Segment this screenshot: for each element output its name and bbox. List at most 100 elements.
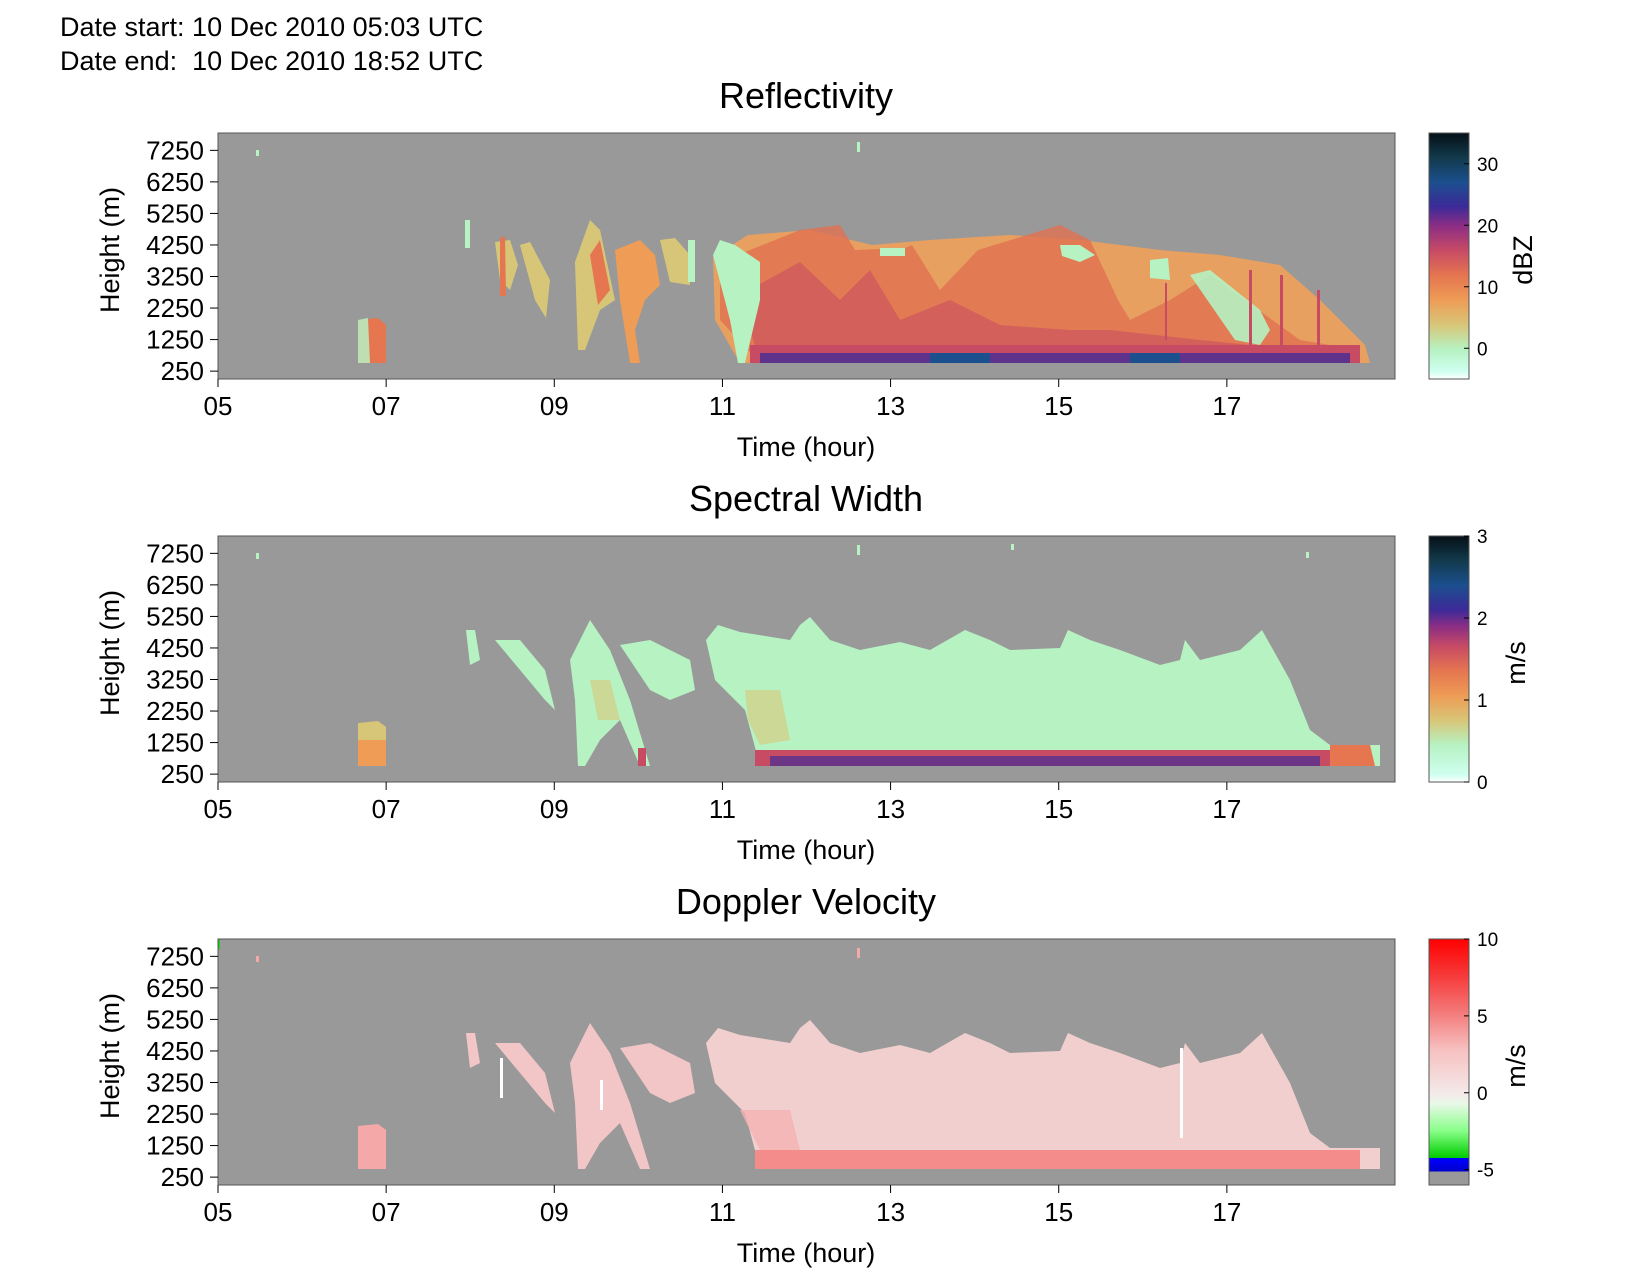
echo-region xyxy=(466,1033,480,1068)
y-tick-label: 3250 xyxy=(146,262,204,292)
echo-streak xyxy=(1249,270,1252,345)
echo-region xyxy=(880,248,905,256)
x-tick-label: 13 xyxy=(876,1197,905,1227)
echo-region xyxy=(620,640,695,700)
chart-title: Spectral Width xyxy=(689,478,923,519)
echo-streak xyxy=(600,1080,603,1110)
echo-region xyxy=(358,740,386,766)
panel-reflectivity: Reflectivity xyxy=(95,75,1538,462)
echo-region xyxy=(495,1043,555,1113)
x-tick-label: 05 xyxy=(204,794,233,824)
y-tick-label: 6250 xyxy=(146,570,204,600)
echo-region xyxy=(495,640,555,710)
echo-region xyxy=(358,1124,386,1169)
echo-streak xyxy=(1317,290,1320,345)
echo-streak xyxy=(1165,283,1167,340)
x-tick-label: 05 xyxy=(204,391,233,421)
echo-region xyxy=(713,240,760,363)
colorbar-ticks: -5 0 5 10 xyxy=(1464,930,1498,1182)
y-tick-label: 7250 xyxy=(146,941,204,971)
x-axis-label: Time (hour) xyxy=(737,1238,876,1268)
y-tick-label: 7250 xyxy=(146,135,204,165)
echo-region xyxy=(590,680,620,720)
bright-band xyxy=(770,756,1320,766)
x-tick-label: 07 xyxy=(372,1197,401,1227)
colorbar-tick-label: 0 xyxy=(1477,773,1488,794)
plot-frame xyxy=(217,132,1396,380)
x-tick-label: 07 xyxy=(372,794,401,824)
colorbar xyxy=(1428,535,1470,783)
echo-region xyxy=(520,242,550,318)
echo-streak xyxy=(1180,1048,1183,1138)
echo-region xyxy=(688,240,695,282)
colorbar-tick-label: 0 xyxy=(1477,339,1488,360)
axes: 05 07 09 11 13 15 17 25012502250325042505250625… xyxy=(146,538,1241,824)
date-end: Date end: 10 Dec 2010 18:52 UTC xyxy=(60,46,484,76)
colorbar-ticks: 0 1 2 3 xyxy=(1464,527,1488,794)
plot-frame xyxy=(217,938,1396,1186)
x-tick-label: 05 xyxy=(204,1197,233,1227)
echo-region xyxy=(590,240,610,305)
colorbar-tick-label: 20 xyxy=(1477,216,1498,237)
echo-region xyxy=(740,262,1250,363)
echo-speck xyxy=(256,553,259,559)
y-tick-label: 5250 xyxy=(146,601,204,631)
echo-speck xyxy=(857,545,860,555)
bright-band xyxy=(930,353,990,363)
echo-speck xyxy=(857,142,860,152)
x-tick-label: 13 xyxy=(876,794,905,824)
y-axis-label: Height (m) xyxy=(95,187,125,313)
chart-title: Reflectivity xyxy=(719,75,893,116)
x-tick-label: 07 xyxy=(372,391,401,421)
colorbar-tick-label: 3 xyxy=(1477,527,1488,548)
y-tick-label: 5250 xyxy=(146,198,204,228)
bright-band xyxy=(1330,745,1375,766)
echo-speck xyxy=(1306,552,1309,558)
echo-region xyxy=(745,690,790,745)
colorbar xyxy=(1428,938,1470,1186)
y-tick-label: 250 xyxy=(161,356,204,386)
colorbar-tick-label: 30 xyxy=(1477,155,1498,176)
y-tick-label: 250 xyxy=(161,1162,204,1192)
axes: 05 07 09 11 13 15 17 25012502250325042505250625… xyxy=(146,135,1241,421)
colorbar-tick-label: 1 xyxy=(1477,691,1488,712)
echo-streak xyxy=(1280,275,1283,345)
x-tick-label: 09 xyxy=(540,391,569,421)
echo-region xyxy=(465,220,470,248)
colorbar-ticks: 0 10 20 30 xyxy=(1464,155,1498,360)
x-tick-label: 15 xyxy=(1044,391,1073,421)
panel-doppler-velocity: Doppler Velocity 05 07 09 11 13 15 17250125022… xyxy=(95,881,1531,1268)
echo-streak xyxy=(500,1058,503,1098)
x-tick-label: 11 xyxy=(709,794,736,824)
echo-region xyxy=(500,236,506,296)
colorbar-tick-label: 10 xyxy=(1477,278,1498,299)
echo-region xyxy=(706,617,1380,766)
y-tick-label: 2250 xyxy=(146,1099,204,1129)
colorbar-tick-label: 2 xyxy=(1477,609,1488,630)
y-tick-label: 2250 xyxy=(146,696,204,726)
colorbar-label: dBZ xyxy=(1508,235,1538,285)
echo-region xyxy=(620,1043,695,1103)
y-tick-label: 6250 xyxy=(146,167,204,197)
echo-region xyxy=(615,240,660,363)
y-tick-label: 3250 xyxy=(146,665,204,695)
bright-band xyxy=(760,353,1350,363)
y-tick-label: 4250 xyxy=(146,1036,204,1066)
colorbar-label: m/s xyxy=(1501,1044,1531,1088)
date-start: Date start: 10 Dec 2010 05:03 UTC xyxy=(60,12,484,42)
y-tick-label: 7250 xyxy=(146,538,204,568)
chart-title: Doppler Velocity xyxy=(676,881,936,922)
x-tick-label: 17 xyxy=(1212,1197,1241,1227)
y-axis-label: Height (m) xyxy=(95,590,125,716)
x-tick-label: 15 xyxy=(1044,1197,1073,1227)
echo-field xyxy=(256,544,1380,766)
y-tick-label: 4250 xyxy=(146,230,204,260)
echo-region xyxy=(466,630,480,665)
y-tick-label: 5250 xyxy=(146,1004,204,1034)
y-axis-label: Height (m) xyxy=(95,993,125,1119)
x-tick-label: 11 xyxy=(709,391,736,421)
axes: 05 07 09 11 13 15 17 25012502250325042505250625… xyxy=(146,941,1241,1227)
y-tick-label: 2250 xyxy=(146,293,204,323)
x-tick-label: 17 xyxy=(1212,794,1241,824)
